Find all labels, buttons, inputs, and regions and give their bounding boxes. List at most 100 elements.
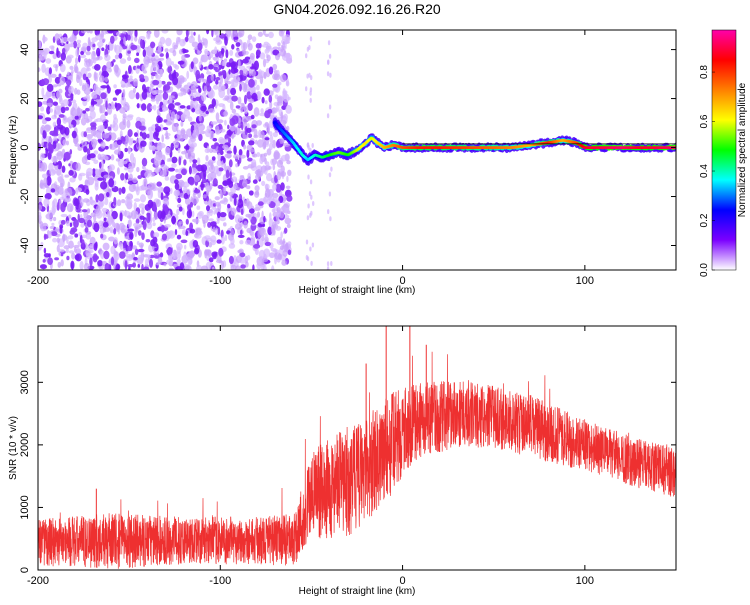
- noise-blob: [211, 98, 216, 108]
- noise-blob: [174, 179, 179, 185]
- noise-streak: [307, 174, 310, 180]
- noise-blob: [72, 110, 77, 116]
- noise-blob: [72, 30, 79, 36]
- noise-blob: [221, 48, 225, 55]
- noise-blob: [272, 107, 279, 112]
- noise-blob: [83, 210, 89, 219]
- noise-blob: [146, 47, 154, 57]
- noise-blob: [273, 151, 281, 160]
- noise-blob: [275, 220, 280, 225]
- noise-blob: [260, 108, 264, 114]
- noise-blob: [211, 156, 216, 161]
- noise-blob: [138, 254, 142, 260]
- noise-blob: [268, 142, 273, 151]
- noise-blob: [99, 105, 106, 114]
- noise-blob: [155, 73, 159, 79]
- noise-blob: [219, 189, 223, 200]
- noise-blob: [83, 112, 88, 120]
- noise-blob: [279, 74, 287, 83]
- noise-blob: [128, 30, 134, 36]
- noise-blob: [92, 168, 96, 178]
- noise-blob: [198, 87, 202, 94]
- noise-streak: [328, 104, 332, 110]
- noise-blob: [106, 61, 112, 69]
- noise-blob: [275, 225, 282, 231]
- noise-blob: [245, 198, 250, 207]
- snr-frame: [37, 325, 677, 571]
- noise-blob: [156, 181, 162, 187]
- noise-blob: [172, 49, 177, 57]
- noise-blob: [147, 199, 154, 209]
- noise-blob: [247, 157, 253, 162]
- noise-blob: [156, 141, 163, 151]
- noise-blob: [38, 246, 42, 251]
- noise-blob: [208, 64, 214, 70]
- noise-blob: [65, 187, 73, 197]
- noise-blob: [94, 64, 101, 71]
- noise-blob: [108, 43, 114, 51]
- noise-blob: [250, 216, 257, 225]
- noise-blob: [212, 266, 215, 270]
- noise-blob: [239, 83, 242, 92]
- noise-blob: [287, 241, 292, 247]
- noise-blob: [212, 178, 218, 187]
- noise-blob: [132, 245, 138, 250]
- noise-blob: [209, 183, 213, 190]
- noise-blob: [215, 201, 221, 207]
- noise-blob: [275, 140, 281, 148]
- noise-blob: [89, 196, 93, 200]
- noise-blob: [185, 218, 189, 225]
- noise-blob: [40, 106, 45, 112]
- noise-blob: [93, 84, 99, 91]
- noise-streak: [309, 97, 312, 103]
- noise-blob: [274, 252, 282, 260]
- noise-blob: [82, 42, 88, 49]
- noise-blob: [250, 114, 255, 120]
- noise-blob: [162, 127, 169, 131]
- noise-blob: [75, 187, 82, 193]
- noise-blob: [264, 100, 268, 105]
- noise-blob: [266, 148, 272, 156]
- noise-blob: [229, 49, 234, 57]
- noise-blob: [277, 53, 281, 58]
- spectrogram-signal-track: [272, 117, 676, 166]
- noise-blob: [124, 172, 129, 180]
- noise-blob: [154, 156, 157, 163]
- noise-blob: [112, 123, 119, 132]
- noise-blob: [50, 188, 56, 193]
- noise-blob: [141, 132, 147, 140]
- noise-blob: [183, 192, 189, 200]
- noise-blob: [169, 187, 173, 194]
- noise-blob: [132, 177, 138, 184]
- noise-blob: [159, 36, 166, 45]
- noise-blob: [191, 210, 195, 218]
- noise-blob: [180, 129, 186, 135]
- noise-blob: [83, 262, 90, 270]
- noise-blob: [85, 51, 91, 56]
- noise-blob: [145, 258, 149, 267]
- noise-streak: [308, 45, 311, 50]
- noise-blob: [104, 197, 109, 206]
- noise-blob: [127, 219, 132, 228]
- noise-blob: [263, 88, 270, 96]
- noise-blob: [286, 175, 289, 183]
- noise-streak: [306, 73, 309, 79]
- noise-blob: [40, 126, 43, 135]
- noise-blob: [209, 92, 213, 100]
- noise-blob: [247, 43, 253, 51]
- noise-blob: [193, 218, 200, 224]
- noise-streak: [310, 260, 313, 266]
- noise-blob: [70, 93, 74, 101]
- noise-blob: [134, 248, 139, 256]
- noise-blob: [222, 197, 228, 205]
- y-tick-label: 0: [19, 144, 31, 150]
- noise-blob: [150, 41, 156, 49]
- noise-blob: [147, 126, 154, 132]
- noise-streak: [305, 255, 309, 260]
- noise-blob: [213, 66, 218, 71]
- noise-blob: [107, 126, 112, 131]
- noise-blob: [272, 49, 280, 56]
- noise-streak: [306, 215, 310, 221]
- noise-blob: [266, 54, 271, 62]
- noise-blob: [41, 63, 46, 73]
